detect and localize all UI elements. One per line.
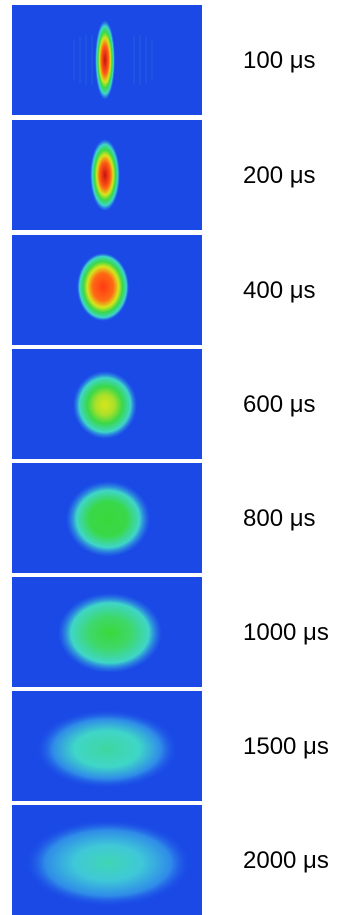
absorption-image-400us [12,235,202,345]
time-label-4: 600 μs [243,391,316,418]
absorption-image-200us [12,120,202,230]
time-label-7: 1500 μs [243,733,329,760]
absorption-image-100us [12,5,202,115]
absorption-image-600us [12,349,202,459]
time-label-2: 200 μs [243,162,316,189]
absorption-image-800us [12,463,202,573]
time-label-6: 1000 μs [243,619,329,646]
absorption-image-2000us [12,805,202,915]
time-label-1: 100 μs [243,47,316,74]
absorption-image-1500us [12,691,202,801]
time-label-5: 800 μs [243,505,316,532]
time-label-8: 2000 μs [243,847,329,874]
time-label-3: 400 μs [243,277,316,304]
absorption-image-1000us [12,577,202,687]
